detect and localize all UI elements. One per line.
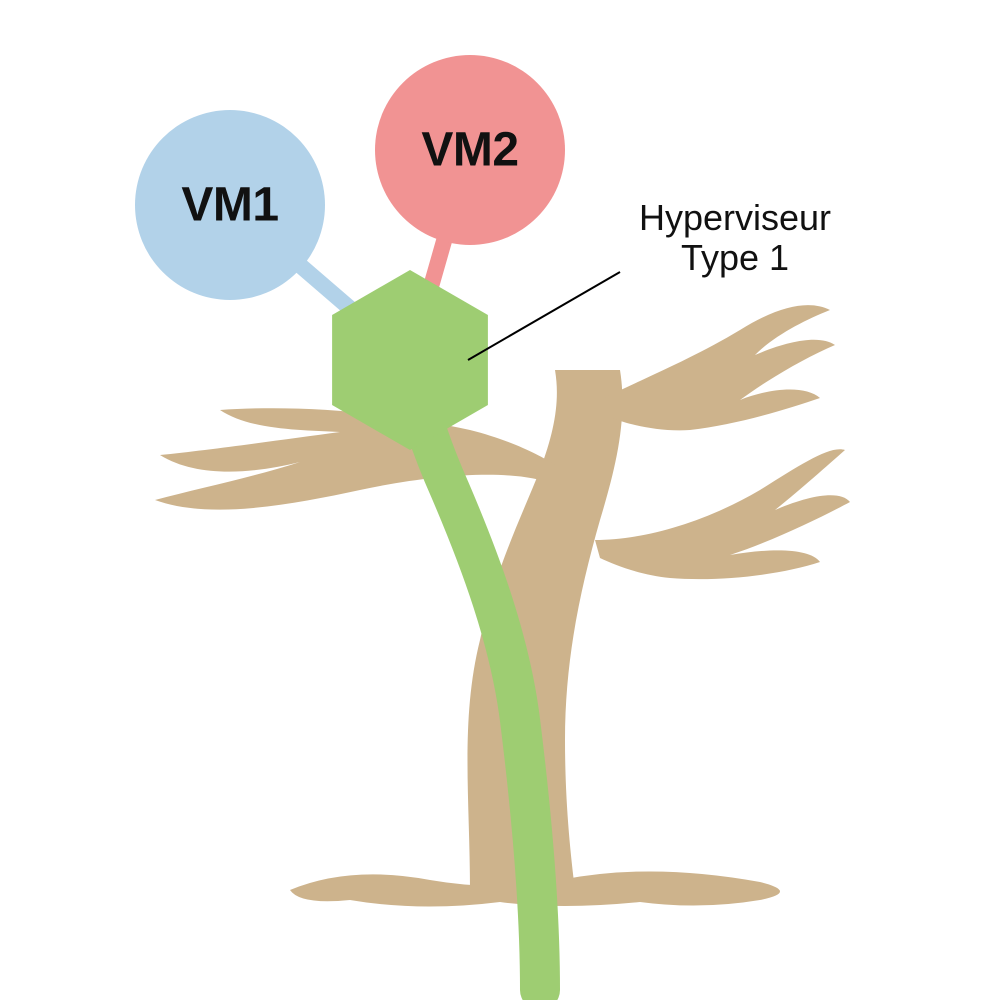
branch-right-lower xyxy=(595,449,850,579)
branch-left xyxy=(155,408,555,509)
branch-right-upper xyxy=(600,305,835,430)
node-label-vm2: VM2 xyxy=(421,124,518,177)
vm-nodes: VM1 VM2 xyxy=(135,55,565,300)
callout-line xyxy=(468,272,620,360)
node-label-vm1: VM1 xyxy=(181,179,278,232)
hypervisor-tree-diagram: VM1 VM2 HyperviseurType 1 xyxy=(0,0,1000,1000)
hypervisor-label: HyperviseurType 1 xyxy=(639,197,831,278)
